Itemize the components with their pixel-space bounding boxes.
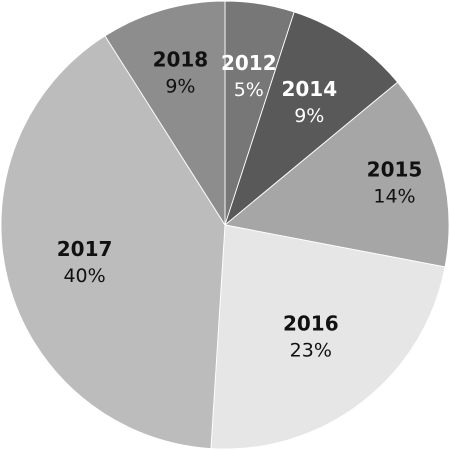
pie-slice-2017 <box>0 35 226 450</box>
slice-value-2016: 23% <box>290 340 332 362</box>
slice-label-2017: 2017 <box>57 237 113 261</box>
slice-value-2012: 5% <box>234 79 264 101</box>
slice-label-2014: 2014 <box>281 77 337 101</box>
pie-labels: 2012 5% 2014 9% 2015 14% 2016 23% 2017 40% 2018 9% <box>57 47 423 361</box>
pie-slice-2014 <box>224 11 399 227</box>
pie-slice-2018 <box>104 0 226 227</box>
slice-label-2018: 2018 <box>153 47 209 71</box>
slice-label-2012: 2012 <box>221 51 277 75</box>
slice-value-2017: 40% <box>63 265 105 287</box>
slice-label-2016: 2016 <box>283 312 339 336</box>
pie-slice-2016 <box>210 224 446 450</box>
slice-value-2018: 9% <box>165 75 195 97</box>
slice-label-2015: 2015 <box>367 158 423 182</box>
slice-value-2014: 9% <box>294 105 324 127</box>
slice-value-2015: 14% <box>373 186 415 208</box>
pie-slice-2015 <box>223 81 450 268</box>
